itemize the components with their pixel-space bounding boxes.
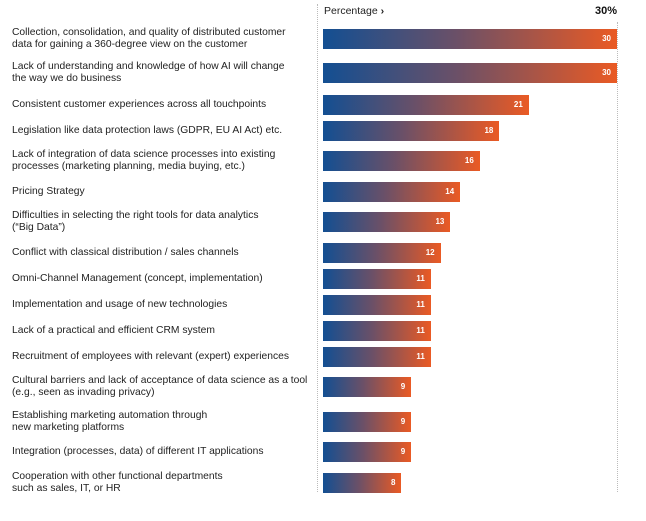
bar: 18 [323,121,500,141]
bar: 30 [323,63,617,83]
data-label: 13 [435,217,445,226]
bar: 9 [323,377,412,397]
max-label: 30% [594,5,617,17]
category-label: Lack of integration of data science proc… [12,149,276,172]
data-label: 16 [464,156,474,165]
category-label: Pricing Strategy [12,186,85,197]
left-gridline [317,4,318,492]
data-label: 12 [425,248,435,257]
max-gridline [617,22,618,492]
category-label: Conflict with classical distribution / s… [12,247,239,258]
category-label: Difficulties in selecting the right tool… [12,210,259,233]
category-label: Lack of understanding and knowledge of h… [12,61,285,84]
bar: 13 [323,212,451,232]
data-label: 11 [416,274,425,283]
category-label: Omni-Channel Management (concept, implem… [12,273,263,284]
bar: 11 [323,347,431,367]
category-label: Consistent customer experiences across a… [12,99,267,110]
bar: 8 [323,473,402,493]
category-label: Legislation like data protection laws (G… [12,125,283,136]
category-label: Cultural barriers and lack of acceptance… [12,375,308,398]
category-label: Implementation and usage of new technolo… [12,299,228,310]
data-label: 9 [400,447,406,456]
axis-label-text: Percentage [324,5,378,17]
category-label: Integration (processes, data) of differe… [12,446,264,457]
category-label: Collection, consolidation, and quality o… [12,27,286,50]
data-label: 30 [602,68,611,77]
bar: 9 [323,412,412,432]
bar: 12 [323,243,441,263]
data-label: 21 [513,100,523,109]
data-label: 18 [484,126,494,135]
bar: 30 [323,29,617,49]
data-label: 14 [445,187,455,196]
axis-label: Percentage › [324,5,384,17]
data-label: 11 [416,352,425,361]
category-label: Establishing marketing automation throug… [12,410,208,433]
bar: 21 [323,95,529,115]
bar: 11 [323,321,431,341]
bar: 11 [323,269,431,289]
data-label: 9 [400,382,406,391]
data-label: 30 [602,34,611,43]
category-label: Recruitment of employees with relevant (… [12,351,289,362]
chevron-right-icon: › [380,5,385,17]
bar: 9 [323,442,412,462]
bar: 14 [323,182,461,202]
category-label: Lack of a practical and efficient CRM sy… [12,325,215,336]
bar: 16 [323,151,480,171]
data-label: 8 [390,478,396,487]
data-label: 11 [416,300,425,309]
category-label: Cooperation with other functional depart… [12,471,223,494]
bar: 11 [323,295,431,315]
data-label: 9 [400,417,406,426]
data-label: 11 [416,326,425,335]
